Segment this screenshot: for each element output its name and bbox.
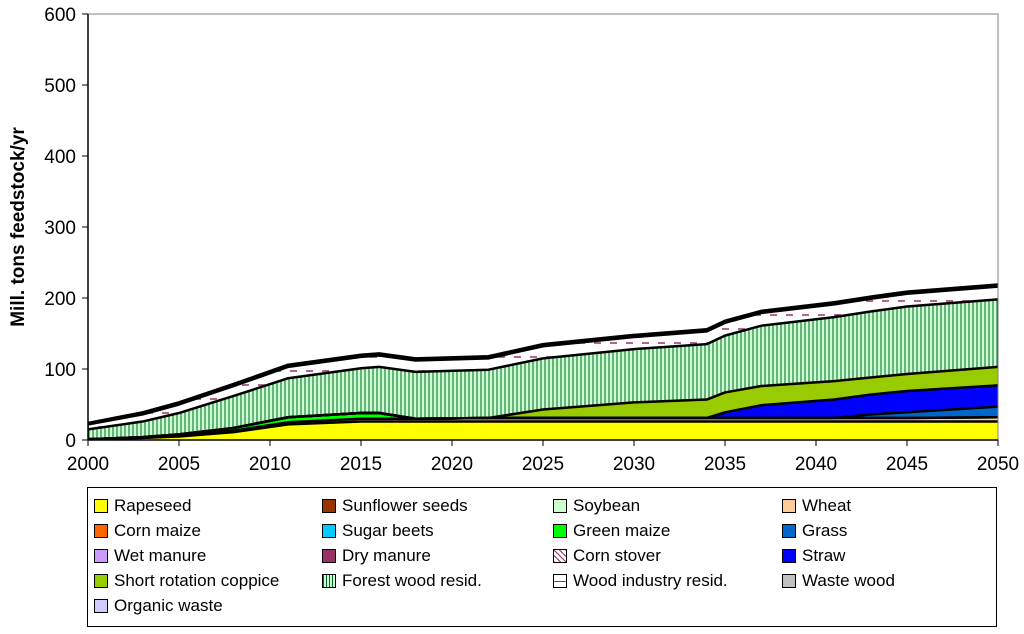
x-tick-label: 2030 <box>613 454 655 475</box>
legend-item-straw: Straw <box>782 544 845 568</box>
legend-swatch <box>782 574 796 588</box>
legend-item-waste-wood: Waste wood <box>782 569 895 593</box>
legend-label: Rapeseed <box>114 496 192 515</box>
chart-legend: Rapeseed Sunflower seeds Soybean Wheat Corn … <box>87 487 997 627</box>
legend-item-green-maize: Green maize <box>553 519 670 543</box>
legend-item-forest-wood-resid: Forest wood resid. <box>322 569 482 593</box>
y-tick-label: 400 <box>44 147 76 168</box>
legend-swatch <box>553 549 567 563</box>
legend-swatch <box>553 524 567 538</box>
legend-swatch <box>782 499 796 513</box>
legend-item-rapeseed: Rapeseed <box>94 494 192 518</box>
area-green-maize <box>88 413 998 440</box>
legend-label: Forest wood resid. <box>342 571 482 590</box>
outline-layer <box>87 283 999 441</box>
boundary-forest-wood-resid <box>87 298 999 431</box>
x-tick-label: 2020 <box>431 454 473 475</box>
axes-layer: 0 100 200 300 400 500 600 2000 2005 2010 2015 2020 2… <box>44 5 1019 475</box>
legend-item-corn-maize: Corn maize <box>94 519 201 543</box>
legend-item-grass: Grass <box>782 519 847 543</box>
legend-swatch <box>94 599 108 613</box>
legend-swatch <box>553 574 567 588</box>
legend-label: Grass <box>802 521 848 540</box>
legend-swatch <box>782 524 796 538</box>
y-tick-label: 200 <box>44 289 76 310</box>
y-tick-label: 300 <box>44 218 76 239</box>
x-tick-label: 2035 <box>704 454 746 475</box>
y-tick-label: 500 <box>44 76 76 97</box>
legend-swatch <box>322 549 336 563</box>
legend-swatch <box>322 574 336 588</box>
legend-label: Sugar beets <box>342 521 434 540</box>
legend-item-organic-waste: Organic waste <box>94 594 223 618</box>
boundary-short-rotation-coppice <box>87 365 999 441</box>
legend-label: Sunflower seeds <box>342 496 468 515</box>
x-tick-label: 2040 <box>795 454 837 475</box>
y-tick-label: 0 <box>65 431 76 452</box>
legend-swatch <box>782 549 796 563</box>
legend-item-wheat: Wheat <box>782 494 851 518</box>
legend-label: Dry manure <box>342 546 431 565</box>
legend-label: Corn stover <box>573 546 661 565</box>
legend-swatch <box>322 524 336 538</box>
legend-item-dry-manure: Dry manure <box>322 544 431 568</box>
x-tick-label: 2045 <box>886 454 928 475</box>
legend-swatch <box>94 499 108 513</box>
y-tick-label: 600 <box>44 5 76 26</box>
legend-item-corn-stover: Corn stover <box>553 544 661 568</box>
x-tick-label: 2000 <box>67 454 109 475</box>
boundary-waste-wood <box>87 283 999 425</box>
boundary-rapeseed <box>87 420 998 441</box>
area-rapeseed <box>88 421 998 440</box>
boundary-wood-industry-resid <box>87 285 999 426</box>
legend-item-soybean: Soybean <box>553 494 640 518</box>
legend-swatch <box>322 499 336 513</box>
x-tick-label: 2025 <box>522 454 564 475</box>
legend-label: Soybean <box>573 496 641 515</box>
area-forest-wood-resid <box>88 299 998 440</box>
legend-swatch <box>553 499 567 513</box>
stacked-area-chart: 0 100 200 300 400 500 600 2000 2005 2010 2015 2020 2… <box>8 5 1019 475</box>
legend-label: Wheat <box>802 496 852 515</box>
x-tick-label: 2015 <box>340 454 382 475</box>
legend-item-sugar-beets: Sugar beets <box>322 519 434 543</box>
legend-label: Waste wood <box>802 571 895 590</box>
legend-label: Organic waste <box>114 596 223 615</box>
legend-label: Short rotation coppice <box>114 571 280 590</box>
legend-label: Straw <box>802 546 846 565</box>
area-straw <box>88 385 998 440</box>
legend-label: Corn maize <box>114 521 201 540</box>
legend-swatch <box>94 524 108 538</box>
x-tick-label: 2005 <box>158 454 200 475</box>
y-tick-label: 100 <box>44 360 76 381</box>
y-axis-title: Mill. tons feedstock/yr <box>8 127 29 327</box>
legend-item-short-rotation-coppice: Short rotation coppice <box>94 569 279 593</box>
legend-label: Wet manure <box>114 546 207 565</box>
legend-item-sunflower-seeds: Sunflower seeds <box>322 494 468 518</box>
x-tick-label: 2010 <box>249 454 291 475</box>
legend-item-wet-manure: Wet manure <box>94 544 206 568</box>
legend-label: Green maize <box>573 521 671 540</box>
legend-label: Wood industry resid. <box>573 571 728 590</box>
legend-swatch <box>94 549 108 563</box>
x-tick-label: 2050 <box>977 454 1019 475</box>
legend-item-wood-industry-resid: Wood industry resid. <box>553 569 728 593</box>
legend-swatch <box>94 574 108 588</box>
